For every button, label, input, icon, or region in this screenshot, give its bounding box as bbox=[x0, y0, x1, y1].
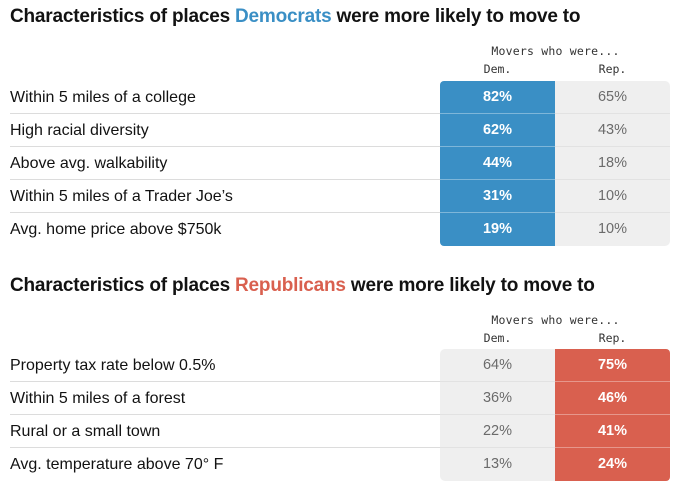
cell-separator bbox=[440, 146, 555, 147]
row-divider bbox=[10, 179, 440, 180]
movers-caption: Movers who were... bbox=[491, 44, 620, 58]
title-prefix: Characteristics of places bbox=[10, 6, 236, 27]
rep-section-title: Characteristics of places Republicans we… bbox=[10, 275, 595, 297]
dem-value-cell: 22% bbox=[482, 423, 513, 439]
dem-value-cell: 31% bbox=[482, 188, 513, 204]
cell-separator bbox=[440, 447, 555, 448]
row-divider bbox=[10, 381, 440, 382]
dem-column-bg bbox=[440, 349, 556, 481]
table-row: Avg. temperature above 70° F 13% 24% bbox=[0, 448, 680, 481]
cell-separator bbox=[555, 113, 670, 114]
cell-separator bbox=[555, 381, 670, 382]
row-label: Avg. home price above $750k bbox=[10, 221, 222, 238]
row-label: Within 5 miles of a forest bbox=[10, 390, 186, 407]
column-header-dem: Dem. bbox=[483, 62, 512, 76]
column-header-rep: Rep. bbox=[598, 62, 627, 76]
rep-value-cell: 10% bbox=[597, 221, 628, 237]
cell-separator bbox=[440, 113, 555, 114]
cell-separator bbox=[440, 212, 555, 213]
table-row: Within 5 miles of a Trader Joe’s 31% 10% bbox=[0, 180, 680, 213]
cell-separator bbox=[555, 414, 670, 415]
dem-value-cell: 62% bbox=[482, 122, 513, 138]
dem-column-highlight bbox=[440, 81, 555, 246]
dem-value-cell: 19% bbox=[482, 221, 513, 237]
cell-separator bbox=[555, 212, 670, 213]
column-header-dem: Dem. bbox=[483, 331, 512, 345]
row-label: Rural or a small town bbox=[10, 423, 161, 440]
table-row: Within 5 miles of a forest 36% 46% bbox=[0, 382, 680, 415]
cell-separator bbox=[440, 414, 555, 415]
table-row: Rural or a small town 22% 41% bbox=[0, 415, 680, 448]
rep-value-cell: 18% bbox=[597, 155, 628, 171]
cell-separator bbox=[440, 179, 555, 180]
cell-separator bbox=[555, 447, 670, 448]
dem-value-cell: 64% bbox=[482, 357, 513, 373]
title-party-democrats: Democrats bbox=[235, 6, 332, 27]
row-label: High racial diversity bbox=[10, 122, 149, 139]
row-label: Within 5 miles of a college bbox=[10, 89, 196, 106]
row-label: Within 5 miles of a Trader Joe’s bbox=[10, 188, 233, 205]
rep-value-cell: 24% bbox=[597, 456, 628, 472]
table-row: Above avg. walkability 44% 18% bbox=[0, 147, 680, 180]
rep-value-cell: 43% bbox=[597, 122, 628, 138]
row-divider bbox=[10, 113, 440, 114]
dem-value-cell: 82% bbox=[482, 89, 513, 105]
row-label: Above avg. walkability bbox=[10, 155, 168, 172]
table-row: High racial diversity 62% 43% bbox=[0, 114, 680, 147]
rep-value-cell: 75% bbox=[597, 357, 628, 373]
column-header-rep: Rep. bbox=[598, 331, 627, 345]
dem-section-title: Characteristics of places Democrats were… bbox=[10, 6, 581, 28]
title-party-republicans: Republicans bbox=[235, 275, 346, 296]
rep-value-cell: 65% bbox=[597, 89, 628, 105]
row-label: Avg. temperature above 70° F bbox=[10, 456, 224, 473]
rep-column-highlight bbox=[555, 349, 670, 481]
movers-caption: Movers who were... bbox=[491, 313, 620, 327]
dem-value-cell: 44% bbox=[482, 155, 513, 171]
row-divider bbox=[10, 212, 440, 213]
title-suffix: were more likely to move to bbox=[345, 275, 595, 296]
cell-separator bbox=[555, 146, 670, 147]
row-divider bbox=[10, 414, 440, 415]
table-row: Avg. home price above $750k 19% 10% bbox=[0, 213, 680, 246]
table-row: Within 5 miles of a college 82% 65% bbox=[0, 81, 680, 114]
title-prefix: Characteristics of places bbox=[10, 275, 236, 296]
row-label: Property tax rate below 0.5% bbox=[10, 357, 216, 374]
rep-value-cell: 10% bbox=[597, 188, 628, 204]
cell-separator bbox=[440, 381, 555, 382]
rep-value-cell: 41% bbox=[597, 423, 628, 439]
row-divider bbox=[10, 447, 440, 448]
dem-value-cell: 13% bbox=[482, 456, 513, 472]
title-suffix: were more likely to move to bbox=[331, 6, 581, 27]
cell-separator bbox=[555, 179, 670, 180]
rep-column-bg bbox=[554, 81, 670, 246]
dem-value-cell: 36% bbox=[482, 390, 513, 406]
table-row: Property tax rate below 0.5% 64% 75% bbox=[0, 349, 680, 382]
row-divider bbox=[10, 146, 440, 147]
rep-value-cell: 46% bbox=[597, 390, 628, 406]
